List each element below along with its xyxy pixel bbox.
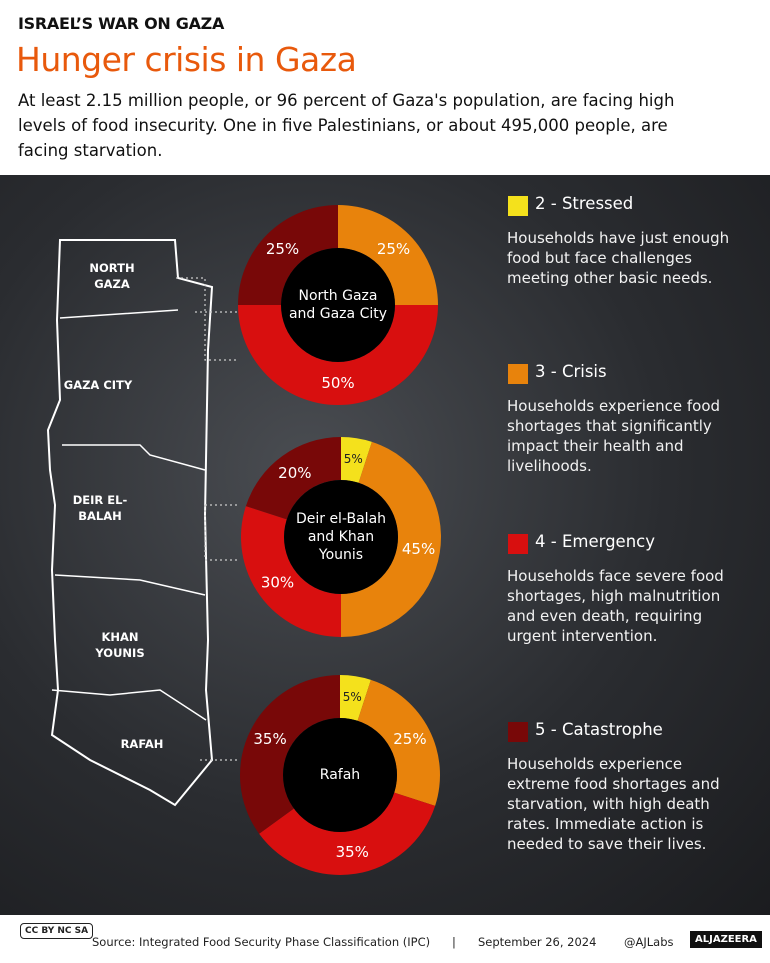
donut-slice xyxy=(240,506,341,637)
donut-title: North Gaza and Gaza City xyxy=(288,288,388,322)
donut-slice xyxy=(238,205,338,305)
date: September 26, 2024 xyxy=(478,935,597,949)
slice-label: 25% xyxy=(377,240,410,258)
legend-title: 2 - Stressed xyxy=(535,194,634,213)
legend-swatch xyxy=(508,722,528,742)
map-borders xyxy=(51,309,207,721)
donut-slice xyxy=(240,675,340,834)
donut-slice xyxy=(238,305,438,405)
legend-swatch xyxy=(508,534,528,554)
brand: ALJAZEERA xyxy=(690,931,762,948)
legend-description: Households have just enough food but fac… xyxy=(507,229,730,287)
map-label: DEIR EL-BALAH xyxy=(72,493,128,523)
slice-label: 5% xyxy=(344,452,363,466)
donut-slice xyxy=(341,437,372,483)
donut-title: Deir el-Balah and Khan Younis xyxy=(295,511,387,563)
map-label: NORTH GAZA xyxy=(89,261,135,291)
slice-label: 25% xyxy=(393,730,426,748)
handle: @AJLabs xyxy=(624,935,674,949)
legend-title: 4 - Emergency xyxy=(535,532,656,551)
source: Source: Integrated Food Security Phase C… xyxy=(92,935,431,949)
gaza-map xyxy=(46,239,214,807)
slice-label: 25% xyxy=(266,240,299,258)
map-label: GAZA CITY xyxy=(63,378,133,392)
legend-description: Households experience extreme food short… xyxy=(507,755,720,853)
donut-slice xyxy=(245,437,341,520)
legend-swatch xyxy=(508,196,528,216)
legend-title: 5 - Catastrophe xyxy=(535,720,663,739)
legend-swatch xyxy=(508,364,528,384)
slice-label: 45% xyxy=(402,540,435,558)
donut-hole xyxy=(281,248,395,362)
legend-description: Households face severe food shortages, h… xyxy=(507,567,724,645)
donut-slice xyxy=(341,441,441,637)
kicker: ISRAEL’S WAR ON GAZA xyxy=(18,14,225,33)
subtitle: At least 2.15 million people, or 96 perc… xyxy=(18,91,675,160)
donut-slice xyxy=(340,675,371,721)
legend-title: 3 - Crisis xyxy=(535,362,607,381)
separator: | xyxy=(452,935,456,949)
donut-slice xyxy=(259,792,436,875)
map-label: KHAN YOUNIS xyxy=(95,630,145,660)
donut-hole xyxy=(284,480,398,594)
slice-label: 30% xyxy=(261,574,294,592)
donut-slice xyxy=(338,205,438,305)
title: Hunger crisis in Gaza xyxy=(16,40,357,79)
donut-title: Rafah xyxy=(319,767,361,783)
connectors xyxy=(176,277,238,761)
donut-slice xyxy=(357,679,440,806)
donut-hole xyxy=(283,718,397,832)
slice-label: 35% xyxy=(253,730,286,748)
slice-label: 50% xyxy=(321,374,354,392)
footer: CC BY NC SA Source: Integrated Food Secu… xyxy=(0,915,770,963)
slice-label: 5% xyxy=(343,690,362,704)
slice-label: 20% xyxy=(278,464,311,482)
map-label: RAFAH xyxy=(120,737,164,751)
legend-description: Households experience food shortages tha… xyxy=(507,397,721,475)
license: CC BY NC SA xyxy=(20,923,94,939)
slice-label: 35% xyxy=(336,843,369,861)
